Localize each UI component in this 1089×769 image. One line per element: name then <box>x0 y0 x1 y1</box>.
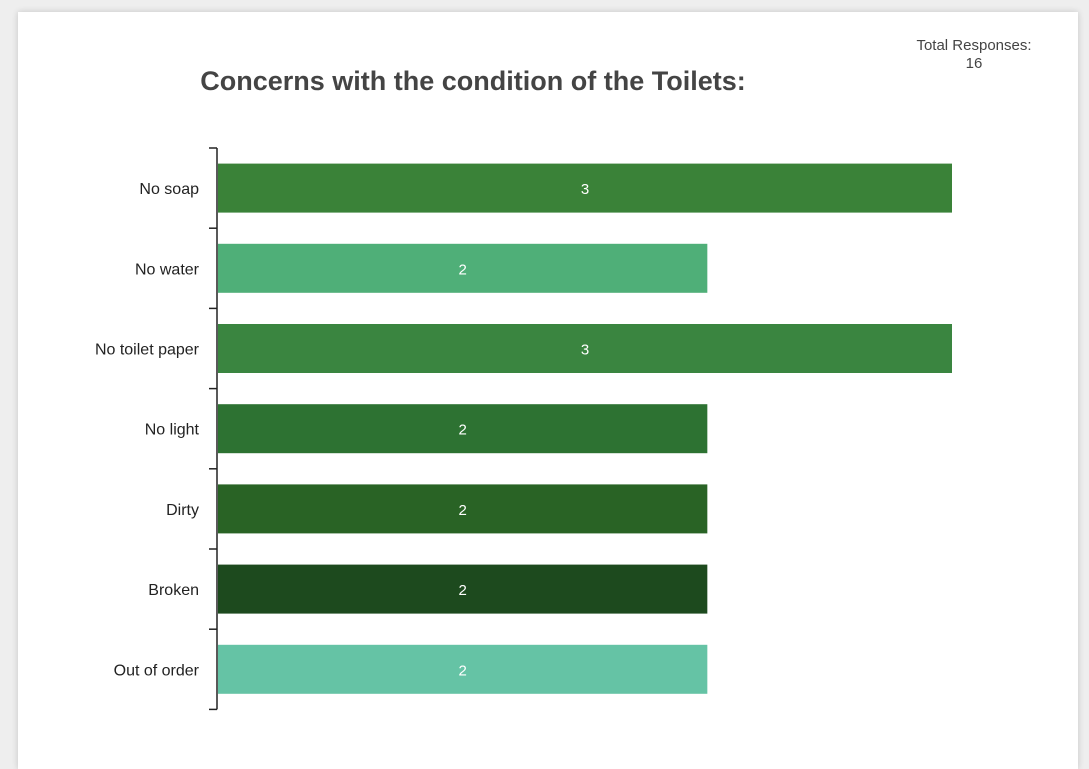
bar-chart: No soap 3 No water 2 No toilet paper 3 No ligh… <box>95 147 952 711</box>
category-label: No soap <box>139 181 199 198</box>
bar-broken <box>218 564 708 614</box>
total-responses-label: Total Responses: <box>916 37 1032 54</box>
bar-value-label: 2 <box>458 662 466 679</box>
category-label: No toilet paper <box>95 342 200 359</box>
bar-value-label: 2 <box>458 261 466 278</box>
bar-out-of-order <box>218 644 708 694</box>
bar-value-label: 2 <box>458 502 466 519</box>
category-label: Broken <box>148 582 199 599</box>
bar-value-label: 2 <box>458 582 466 599</box>
chart-card: Concerns with the condition of the Toile… <box>18 12 1078 769</box>
bar-no-light <box>218 404 708 454</box>
total-responses: Total Responses: 16 <box>894 37 1054 73</box>
chart-title: Concerns with the condition of the Toile… <box>200 66 746 96</box>
bar-no-soap <box>218 163 952 213</box>
bar-dirty <box>218 484 708 534</box>
bar-value-label: 2 <box>458 422 466 439</box>
category-label: No light <box>145 422 200 439</box>
category-label: Out of order <box>114 662 200 679</box>
category-label: Dirty <box>166 502 199 519</box>
bar-value-label: 3 <box>581 342 589 359</box>
total-responses-value: 16 <box>965 55 983 72</box>
bar-no-toilet-paper <box>218 324 952 373</box>
bar-no-water <box>218 243 708 293</box>
category-label: No water <box>135 261 200 278</box>
bar-value-label: 3 <box>581 181 589 198</box>
